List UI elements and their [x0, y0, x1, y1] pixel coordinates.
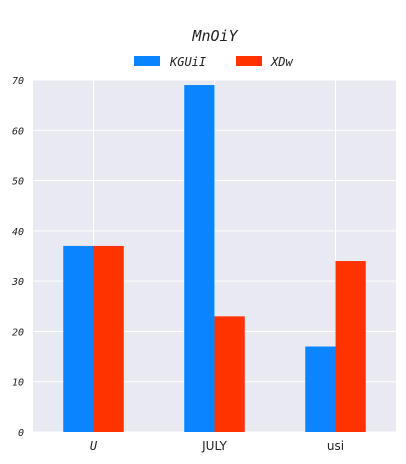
legend: KGUiI XDw — [134, 55, 293, 69]
legend-label-kguii: KGUiI — [169, 55, 206, 69]
bars — [63, 85, 366, 433]
bar-kguii-2 — [305, 346, 336, 432]
legend-swatch-kguii — [134, 56, 160, 66]
x-tick-label-0: U — [90, 439, 98, 453]
y-tick-label-60: 60 — [12, 126, 24, 137]
y-tick-label-50: 50 — [12, 177, 24, 188]
bar-xdw-1 — [214, 316, 245, 432]
bar-xdw-2 — [335, 261, 366, 432]
y-tick-label-20: 20 — [12, 327, 24, 338]
legend-swatch-xdw — [236, 56, 262, 66]
bar-kguii-1 — [184, 85, 215, 433]
y-tick-label-10: 10 — [12, 378, 24, 389]
bar-kguii-0 — [63, 245, 94, 432]
chart-title: MnOiY — [191, 27, 238, 45]
x-tick-label-2: usi — [327, 439, 344, 453]
y-tick-label-40: 40 — [12, 227, 24, 238]
y-tick-label-0: 0 — [18, 428, 24, 439]
y-axis-ticks: 0 10 20 30 40 50 60 70 — [11, 76, 24, 439]
x-axis-ticks: U JULY usi — [90, 439, 344, 453]
y-tick-label-30: 30 — [11, 277, 24, 288]
bar-xdw-0 — [93, 245, 124, 432]
x-tick-label-1: JULY — [201, 439, 227, 453]
y-tick-label-70: 70 — [12, 76, 24, 87]
legend-label-xdw: XDw — [270, 55, 293, 69]
